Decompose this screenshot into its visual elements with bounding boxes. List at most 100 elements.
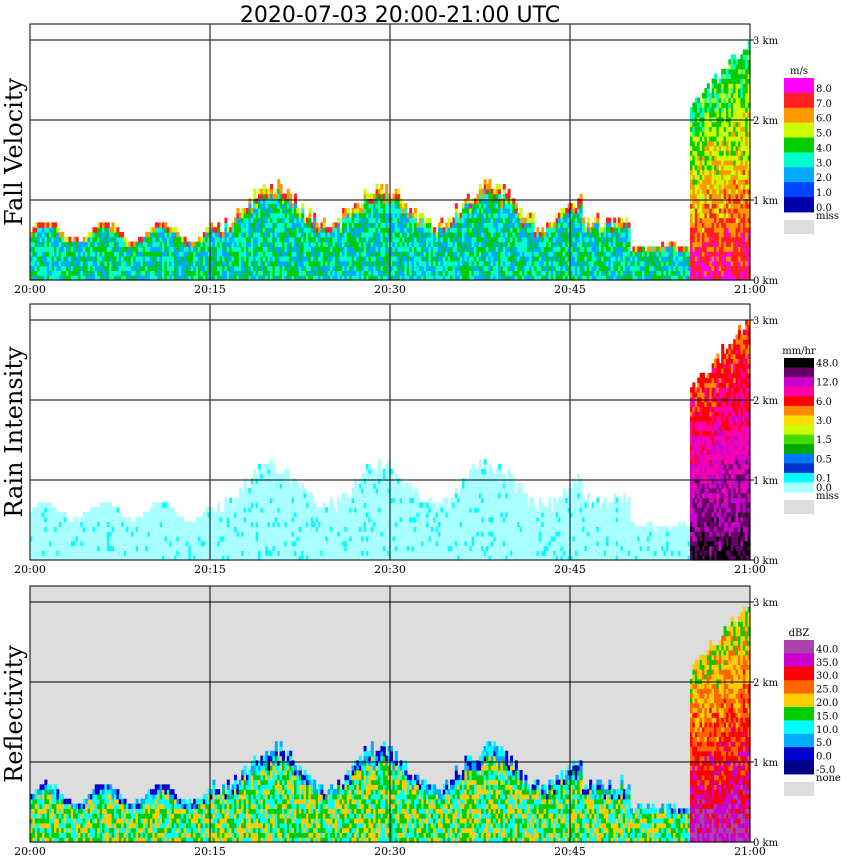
- echo-cell: [121, 260, 125, 267]
- echo-cell: [243, 217, 247, 223]
- echo-cell: [471, 208, 475, 214]
- echo-cell: [54, 265, 57, 271]
- echo-cell: [58, 236, 62, 243]
- echo-cell: [142, 275, 146, 281]
- echo-cell: [452, 222, 456, 228]
- echo-cell: [219, 246, 223, 252]
- echo-cell: [440, 222, 444, 228]
- echo-cell: [282, 241, 285, 247]
- echo-cell: [514, 275, 518, 281]
- echo-cell: [284, 236, 288, 243]
- echo-cell: [135, 246, 139, 252]
- echo-cell: [313, 265, 317, 271]
- echo-cell: [159, 232, 163, 238]
- echo-cell: [502, 265, 506, 271]
- echo-cell: [154, 275, 158, 281]
- echo-cell: [526, 232, 530, 238]
- echo-cell: [390, 265, 393, 271]
- echo-cell: [80, 260, 84, 267]
- echo-cell: [246, 217, 249, 223]
- echo-cell: [373, 265, 377, 271]
- echo-cell: [433, 275, 437, 281]
- echo-cell: [385, 227, 389, 233]
- y-tick-label: 3 km: [753, 36, 779, 47]
- echo-cell: [349, 265, 353, 271]
- echo-cell: [565, 222, 569, 228]
- echo-cell: [289, 232, 293, 238]
- echo-cell: [550, 232, 554, 238]
- echo-cell: [394, 193, 398, 199]
- echo-cell: [488, 265, 492, 271]
- echo-cell: [289, 265, 293, 271]
- echo-cell: [279, 241, 283, 247]
- echo-cell: [277, 227, 281, 233]
- echo-cell: [433, 256, 437, 262]
- echo-cell: [339, 241, 343, 247]
- echo-cell: [337, 236, 341, 243]
- echo-cell: [327, 260, 331, 267]
- echo-cell: [457, 251, 461, 257]
- echo-cell: [126, 260, 129, 267]
- echo-cell: [258, 246, 261, 252]
- echo-cell: [272, 217, 276, 223]
- echo-cell: [433, 232, 437, 238]
- echo-cell: [486, 193, 489, 199]
- echo-cell: [423, 222, 427, 228]
- echo-cell: [416, 232, 420, 238]
- echo-cell: [217, 251, 221, 257]
- echo-cell: [442, 260, 446, 267]
- echo-cell: [94, 227, 98, 233]
- echo-cell: [543, 232, 547, 238]
- echo-cell: [121, 256, 125, 262]
- echo-cell: [111, 260, 115, 267]
- echo-cell: [315, 241, 319, 247]
- echo-cell: [354, 208, 357, 214]
- echo-cell: [75, 246, 79, 252]
- echo-cell: [474, 198, 477, 204]
- echo-cell: [111, 241, 115, 247]
- echo-cell: [579, 203, 583, 209]
- echo-cell: [150, 256, 153, 262]
- echo-cell: [313, 217, 317, 223]
- echo-cell: [152, 241, 156, 247]
- echo-cell: [150, 251, 153, 257]
- echo-cell: [584, 236, 588, 243]
- echo-cell: [116, 270, 120, 276]
- echo-cell: [212, 227, 216, 233]
- echo-cell: [375, 188, 379, 195]
- echo-cell: [584, 241, 588, 247]
- echo-cell: [241, 232, 245, 238]
- echo-cell: [212, 275, 216, 281]
- echo-cell: [610, 241, 614, 247]
- echo-cell: [464, 227, 468, 233]
- echo-cell: [87, 251, 91, 257]
- echo-cell: [603, 270, 607, 276]
- echo-cell: [366, 193, 369, 199]
- echo-cell: [154, 251, 158, 257]
- echo-cell: [130, 256, 134, 262]
- echo-cell: [250, 260, 254, 267]
- echo-cell: [562, 275, 566, 281]
- echo-cell: [370, 270, 374, 276]
- echo-cell: [306, 217, 309, 223]
- echo-cell: [500, 270, 504, 276]
- echo-cell: [495, 270, 499, 276]
- echo-cell: [164, 236, 168, 243]
- echo-cell: [522, 270, 525, 276]
- echo-cell: [243, 260, 247, 267]
- echo-cell: [92, 256, 96, 262]
- echo-cell: [466, 275, 470, 281]
- echo-cell: [543, 270, 547, 276]
- echo-cell: [536, 256, 540, 262]
- echo-cell: [171, 236, 175, 243]
- echo-cell: [558, 265, 561, 271]
- echo-cell: [337, 270, 341, 276]
- echo-cell: [162, 232, 165, 238]
- echo-cell: [531, 260, 535, 267]
- echo-cell: [478, 203, 482, 209]
- echo-cell: [351, 232, 355, 238]
- echo-cell: [214, 256, 218, 262]
- echo-cell: [255, 251, 259, 257]
- echo-cell: [277, 188, 281, 195]
- echo-cell: [380, 246, 384, 252]
